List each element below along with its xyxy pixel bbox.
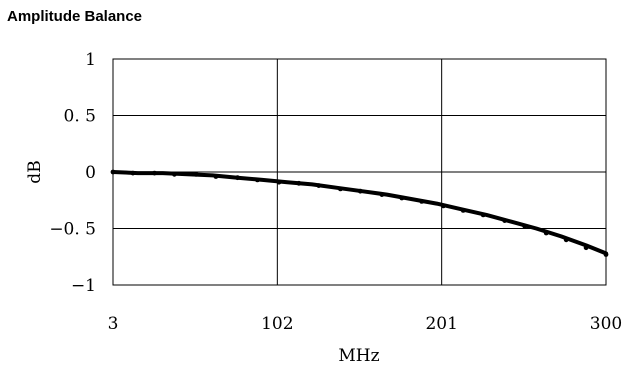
y-tick-label: −0. 5 [49,220,96,240]
data-point [214,174,219,179]
data-point [564,237,569,242]
data-point [419,199,424,204]
x-tick-label: 201 [425,314,457,334]
data-point [502,218,507,223]
data-point [235,175,240,180]
x-tick-label: 102 [261,314,293,334]
data-point [338,187,343,192]
y-tick-label: 0. 5 [64,107,96,127]
data-point [255,178,260,183]
data-point [399,196,404,201]
data-point [441,204,446,209]
y-axis-label: dB [25,160,45,183]
y-tick-label: 1 [85,50,96,70]
data-point [358,189,363,194]
data-point [111,170,116,175]
x-tick-label: 300 [590,314,622,334]
data-point [481,213,486,218]
data-point [461,208,466,213]
data-point [172,172,177,177]
data-point [316,183,321,188]
data-point [131,171,136,176]
x-tick-label: 3 [108,314,119,334]
data-point [544,231,549,236]
data-point [297,181,302,186]
x-axis-label: MHz [338,346,379,366]
data-point [194,172,199,177]
data-point [380,192,385,197]
y-tick-label: 0 [85,163,96,183]
data-point [522,224,527,229]
y-tick-label: −1 [71,276,96,296]
data-point [604,252,609,257]
data-point [584,245,589,250]
data-point [277,180,282,185]
data-point [152,171,157,176]
